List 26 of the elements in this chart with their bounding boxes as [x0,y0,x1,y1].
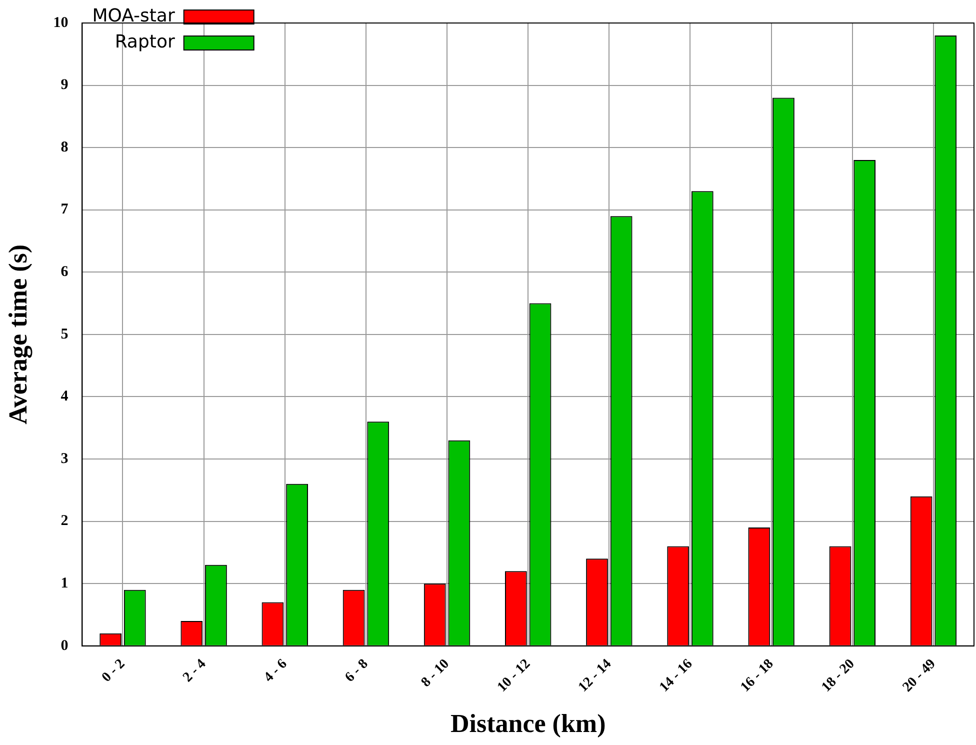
x-tick-label: 12 - 14 [576,656,615,696]
y-tick-label: 0 [60,638,68,654]
y-tick-label: 2 [60,513,68,530]
y-tick-label: 8 [60,139,68,156]
y-tick-label: 4 [60,388,69,405]
x-tick-label: 16 - 18 [738,656,777,696]
x-tick-label: 18 - 20 [819,656,858,696]
y-tick-label: 3 [60,450,68,467]
y-tick-label: 5 [60,326,68,342]
x-tick-label: 10 - 12 [494,656,534,696]
x-tick-label: 14 - 16 [656,656,696,696]
legend-label: Raptor [114,32,176,53]
legend-label: MOA-star [92,6,176,27]
y-axis-title: Average time (s) [3,244,32,424]
x-tick-label: 6 - 8 [342,656,372,686]
x-tick-label: 20 - 49 [900,656,939,696]
y-tick-label: 6 [60,264,69,280]
x-tick-label: 8 - 10 [418,656,452,690]
y-tick-label: 9 [60,77,68,94]
x-tick-label: 0 - 2 [99,656,128,686]
x-tick-label: 4 - 6 [262,656,290,686]
x-axis-title: Distance (km) [450,709,606,738]
x-tick-label: 2 - 4 [180,656,210,686]
y-tick-label: 7 [60,202,69,218]
y-tick-label: 10 [53,14,68,31]
y-tick-label: 1 [60,575,68,592]
